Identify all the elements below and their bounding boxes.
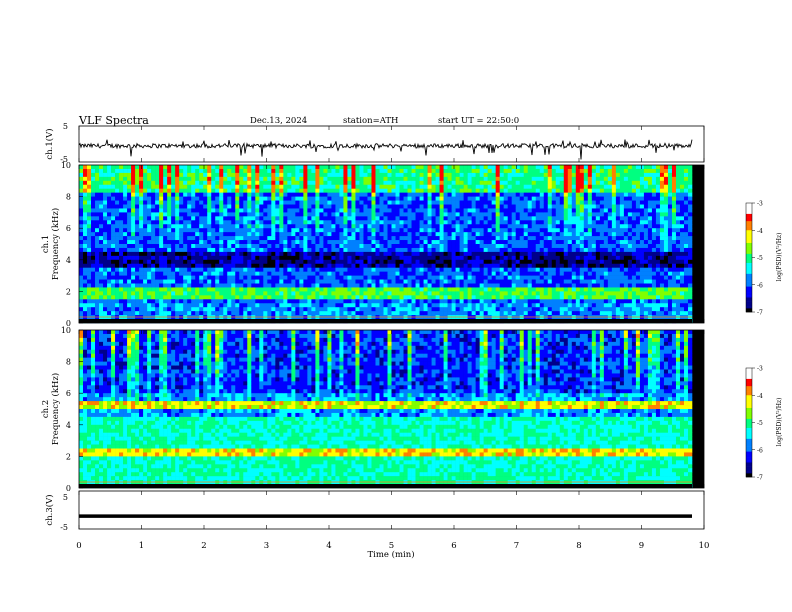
time-tick-label: 8	[576, 541, 581, 551]
ch1-spectrogram-panel: 0 2 4 6 8 10 ch.1 Frequency (kHz)	[41, 161, 705, 328]
time-tick-label: 7	[514, 541, 519, 551]
ch1-spectrogram-image	[79, 165, 693, 324]
ch2-frequency-label: Frequency (kHz)	[50, 373, 61, 445]
freq-tick-label: 6	[66, 389, 71, 398]
time-axis-ticks: 0 1 2 3 4 5 6 7 8 9 10	[76, 126, 709, 551]
ch1-colorbar-label: log(PSD)(V²/Hz)	[776, 233, 783, 282]
ch2-spectrogram-panel: 0 2 4 6 8 10 ch.2 Frequency (kHz)	[41, 326, 705, 493]
colorbar-tick-label: -5	[757, 255, 763, 262]
freq-tick-label: 8	[66, 193, 71, 202]
ch3-ytick-top: 5	[63, 493, 68, 502]
ch1-waveform-panel: 5 -5 ch.1(V)	[44, 122, 705, 164]
freq-tick-label: 6	[66, 224, 71, 233]
ch2-colorbar: -3 -4 -5 -6 -7 log(PSD)(V²/Hz)	[745, 366, 783, 482]
freq-tick-label: 2	[66, 452, 71, 461]
ch2-colorbar-ticks: -3 -4 -5 -6 -7	[752, 366, 763, 482]
start-time-label: start UT = 22:50:0	[438, 116, 519, 126]
freq-tick-label: 0	[66, 319, 71, 328]
freq-tick-label: 10	[61, 326, 71, 335]
colorbar-tick-label: -4	[757, 228, 763, 235]
date-label: Dec.13, 2024	[250, 116, 307, 126]
time-tick-label: 3	[264, 541, 269, 551]
station-label: station=ATH	[343, 116, 398, 126]
time-tick-label: 1	[139, 541, 144, 551]
ch1-channel-label: ch.1	[41, 235, 51, 253]
ch1-colorbar-ticks: -3 -4 -5 -6 -7	[752, 201, 763, 317]
time-tick-label: 10	[699, 541, 710, 551]
colorbar-tick-label: -3	[757, 366, 763, 373]
time-tick-label: 0	[76, 541, 81, 551]
ch3-waveform-frame	[78, 490, 705, 530]
time-axis-label: Time (min)	[367, 549, 414, 560]
colorbar-tick-label: -6	[757, 447, 763, 454]
colorbar-tick-label: -7	[757, 310, 763, 317]
freq-tick-label: 4	[66, 256, 71, 265]
time-tick-label: 6	[451, 541, 456, 551]
freq-tick-label: 0	[66, 484, 71, 493]
ch1-waveform-frame	[78, 125, 705, 163]
ch1-ylabel: ch.1(V)	[44, 128, 55, 159]
freq-tick-label: 2	[66, 287, 71, 296]
ch2-spectrogram-image	[79, 330, 693, 489]
ch2-frequency-ticks: 0 2 4 6 8 10	[61, 326, 83, 493]
ch1-ytick-top: 5	[63, 122, 68, 131]
ch1-colorbar: -3 -4 -5 -6 -7 log(PSD)(V²/Hz)	[745, 201, 783, 317]
ch2-colorbar-gradient	[746, 368, 752, 478]
ch3-waveform-panel: 5 -5 ch.3(V)	[44, 490, 705, 532]
ch1-frequency-ticks: 0 2 4 6 8 10	[61, 161, 83, 328]
ch1-waveform-trace	[78, 139, 693, 160]
ch2-colorbar-label: log(PSD)(V²/Hz)	[776, 398, 783, 447]
ch1-frequency-label: Frequency (kHz)	[50, 208, 61, 280]
time-tick-label: 5	[389, 541, 394, 551]
colorbar-tick-label: -7	[757, 475, 763, 482]
ch3-ytick-bottom: -5	[60, 523, 68, 532]
colorbar-tick-label: -6	[757, 282, 763, 289]
time-tick-label: 2	[201, 541, 206, 551]
ch2-channel-label: ch.2	[41, 400, 51, 418]
time-tick-label: 9	[639, 541, 644, 551]
ch3-ylabel: ch.3(V)	[44, 494, 55, 525]
colorbar-tick-label: -4	[757, 393, 763, 400]
figure-title: VLF Spectra	[78, 114, 149, 127]
ch1-ytick-bottom: -5	[60, 155, 68, 164]
colorbar-tick-label: -3	[757, 201, 763, 208]
freq-tick-label: 10	[61, 161, 71, 170]
freq-tick-label: 4	[66, 421, 71, 430]
ch1-colorbar-gradient	[746, 203, 752, 313]
time-tick-label: 4	[326, 541, 331, 551]
freq-tick-label: 8	[66, 358, 71, 367]
colorbar-tick-label: -5	[757, 420, 763, 427]
